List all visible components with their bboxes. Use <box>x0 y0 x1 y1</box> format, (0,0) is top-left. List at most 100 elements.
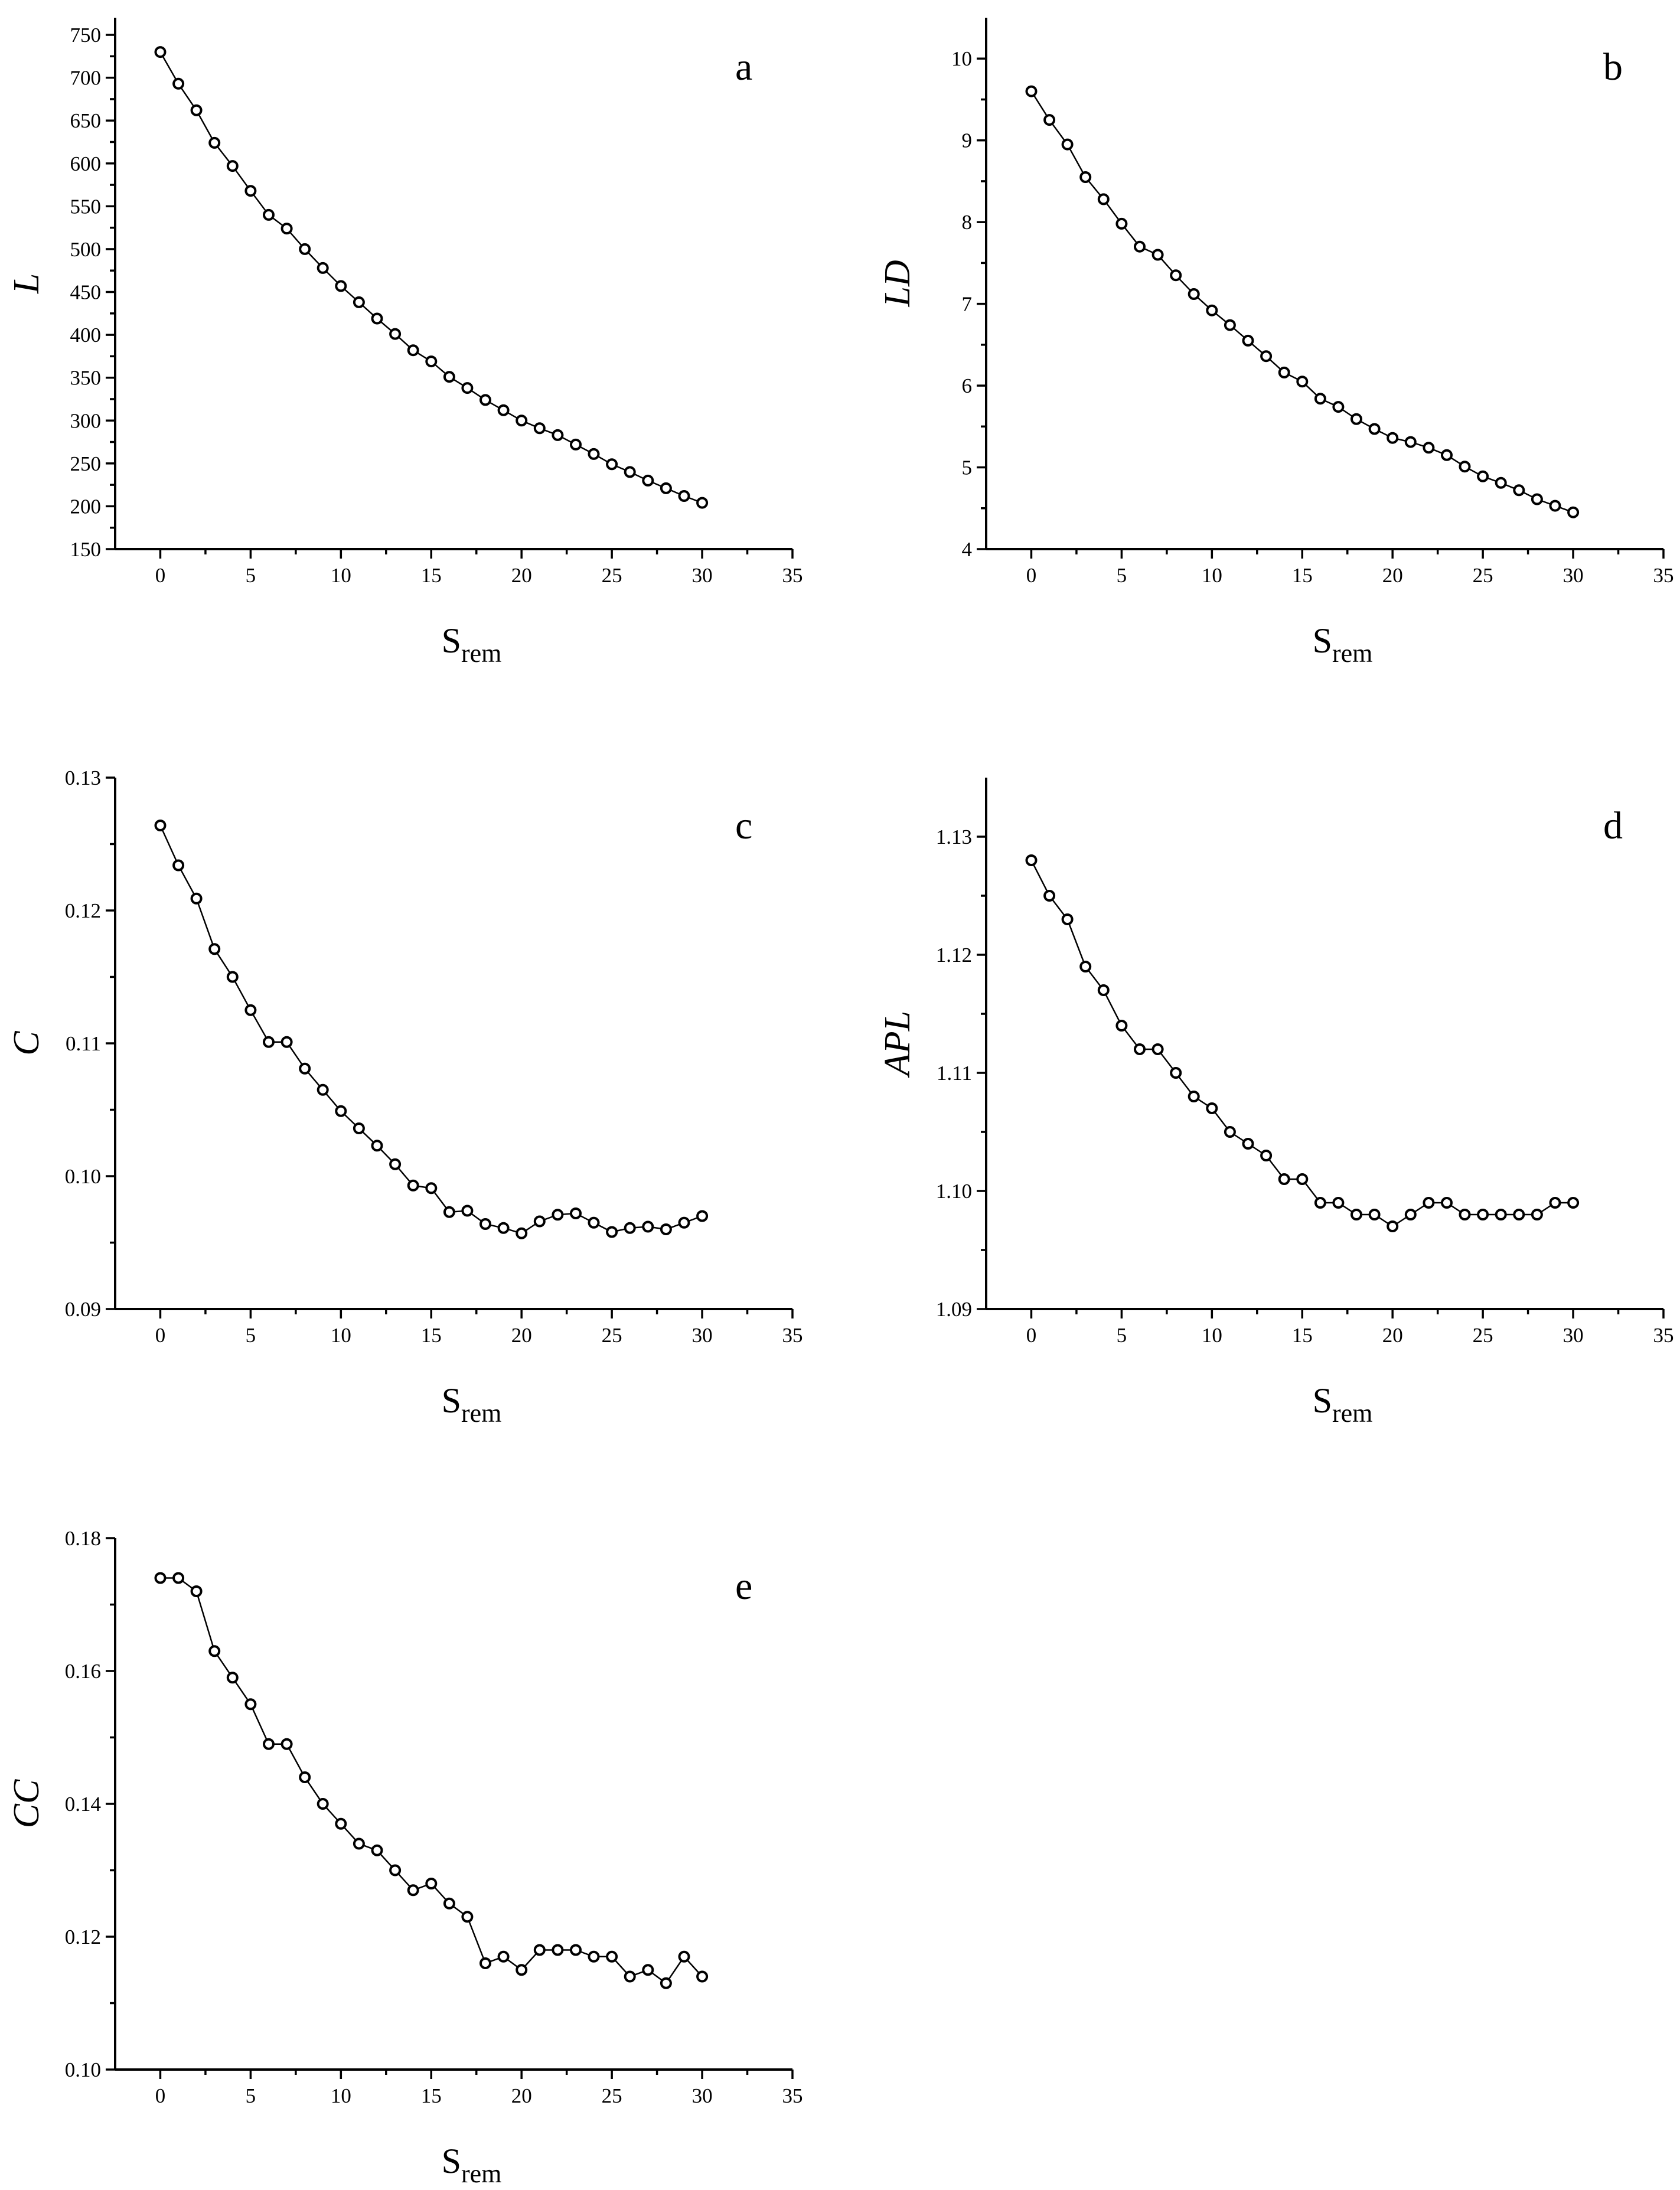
data-point <box>172 859 185 872</box>
data-point <box>226 1672 239 1684</box>
y-tick-label: 1.09 <box>936 1298 972 1321</box>
data-point <box>244 1004 257 1016</box>
data-point <box>154 1572 167 1584</box>
data-point <box>1296 376 1309 388</box>
data-point <box>678 490 690 502</box>
data-point <box>570 438 582 451</box>
data-point <box>1188 1091 1200 1102</box>
x-axis-label-subscript: rem <box>1332 1399 1372 1428</box>
data-point <box>1567 506 1580 518</box>
x-axis-label: Srem <box>1313 1381 1373 1428</box>
data-point <box>1134 1043 1146 1055</box>
data-point <box>1404 436 1417 448</box>
x-tick-label: 20 <box>511 1324 532 1347</box>
data-point <box>263 1738 275 1750</box>
y-tick-label: 150 <box>70 538 102 561</box>
y-tick-label: 0.09 <box>65 1298 101 1321</box>
x-tick-label: 10 <box>331 1324 351 1347</box>
y-tick-label: 700 <box>70 67 102 90</box>
data-point <box>497 1950 510 1963</box>
y-tick-label: 250 <box>70 452 102 475</box>
data-point <box>1404 1209 1417 1220</box>
data-point <box>1224 319 1236 331</box>
data-point <box>552 1209 564 1221</box>
y-tick-label: 300 <box>70 409 102 432</box>
x-axis-label-subscript: rem <box>461 1399 501 1428</box>
data-point <box>516 414 528 427</box>
y-tick-label: 1.12 <box>936 944 972 967</box>
data-point <box>244 185 257 197</box>
data-point <box>552 429 564 441</box>
series-line <box>159 825 703 1235</box>
data-point <box>588 1950 600 1963</box>
data-point <box>1206 1102 1218 1114</box>
data-point <box>570 1207 582 1219</box>
data-point <box>479 1218 491 1230</box>
data-point <box>1549 500 1561 512</box>
x-tick-label: 35 <box>782 564 803 587</box>
x-axis-label-main: S <box>442 1381 461 1420</box>
x-axis-label-subscript: rem <box>1332 639 1372 668</box>
data-point <box>1224 1126 1236 1138</box>
data-point <box>317 1798 329 1810</box>
data-point <box>606 1226 618 1238</box>
data-point <box>1495 1209 1507 1220</box>
data-point <box>1332 1197 1345 1209</box>
data-point <box>244 1698 257 1711</box>
data-point <box>1567 1197 1580 1209</box>
data-point <box>696 497 709 509</box>
data-point <box>1043 114 1056 126</box>
data-point <box>1025 85 1038 97</box>
data-point <box>606 458 618 471</box>
chart-panel-c: 0 5 10 15 20 25 30 35 0.09 0.10 0.11 0.12 0.13 c C Srem <box>6 766 803 1428</box>
data-point <box>642 1964 654 1976</box>
data-point <box>1350 413 1362 425</box>
x-axis-label: Srem <box>442 1381 502 1428</box>
data-point <box>154 46 167 58</box>
data-point <box>606 1950 618 1963</box>
y-tick-label: 650 <box>70 109 102 132</box>
y-tick-label: 0.14 <box>65 1793 101 1816</box>
data-point <box>1531 1209 1543 1220</box>
data-point <box>1151 249 1164 261</box>
data-point <box>425 1182 438 1194</box>
data-point <box>1061 138 1074 151</box>
data-point <box>280 1738 293 1750</box>
x-tick-label: 25 <box>602 2084 622 2107</box>
data-point <box>1260 1150 1273 1161</box>
data-point <box>1242 1138 1254 1150</box>
x-tick-label: 10 <box>1202 1324 1222 1347</box>
data-point <box>1387 432 1399 444</box>
y-tick-label: 0.12 <box>65 899 101 922</box>
data-point <box>1025 854 1038 866</box>
data-point <box>516 1964 528 1976</box>
data-point <box>407 1884 419 1897</box>
y-tick-label: 600 <box>70 152 102 175</box>
data-point <box>208 943 221 955</box>
data-point <box>317 1083 329 1096</box>
x-axis-label-main: S <box>1313 1381 1332 1420</box>
data-point <box>1151 1043 1164 1055</box>
data-point <box>1423 442 1435 454</box>
data-point <box>1477 470 1489 482</box>
data-point <box>371 1844 383 1856</box>
data-point <box>678 1950 690 1963</box>
data-point <box>1097 193 1110 205</box>
series-line <box>1030 860 1574 1228</box>
data-point <box>660 1977 672 1989</box>
data-point <box>1513 1209 1525 1220</box>
panel-letter: c <box>735 804 752 847</box>
data-point <box>353 1122 365 1134</box>
data-point <box>353 1837 365 1850</box>
data-point <box>1513 484 1525 497</box>
y-tick-label: 750 <box>70 24 102 47</box>
data-point <box>660 482 672 494</box>
x-tick-label: 0 <box>1026 564 1037 587</box>
data-point <box>1368 423 1381 435</box>
data-point <box>678 1216 690 1229</box>
x-tick-label: 25 <box>1473 1324 1493 1347</box>
y-tick-label: 7 <box>962 293 973 316</box>
data-point <box>1260 350 1273 363</box>
y-tick-label: 0.18 <box>65 1527 101 1550</box>
y-tick-label: 9 <box>962 129 973 152</box>
